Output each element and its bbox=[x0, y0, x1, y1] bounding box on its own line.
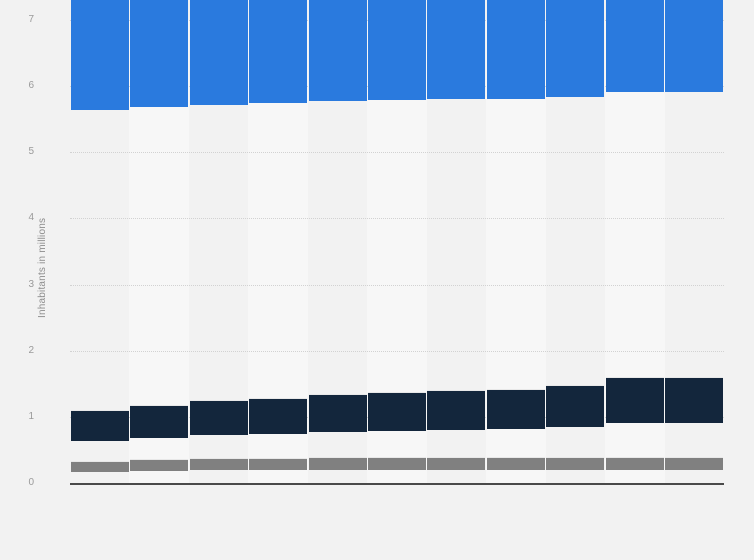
gridline bbox=[70, 284, 724, 286]
bar-segment[interactable] bbox=[308, 456, 367, 470]
bar[interactable] bbox=[546, 0, 605, 483]
bar[interactable] bbox=[665, 0, 724, 483]
bar-segment[interactable] bbox=[130, 459, 189, 472]
bar-segment[interactable] bbox=[546, 0, 605, 97]
bar[interactable] bbox=[605, 0, 664, 483]
bar-segment[interactable] bbox=[665, 456, 724, 470]
bar-segment[interactable] bbox=[605, 456, 664, 470]
bar-segment[interactable] bbox=[130, 404, 189, 439]
y-axis-title: Inhabitants in millions bbox=[37, 217, 48, 318]
gridline bbox=[70, 218, 724, 220]
bar-segment[interactable] bbox=[70, 0, 129, 110]
y-axis-tick-label: 0 bbox=[28, 477, 34, 488]
bar-segment[interactable] bbox=[70, 409, 129, 441]
bar-segment[interactable] bbox=[427, 0, 486, 100]
bar[interactable] bbox=[130, 0, 189, 483]
bar-segment[interactable] bbox=[308, 0, 367, 102]
gridline bbox=[70, 152, 724, 154]
bar-segment[interactable] bbox=[308, 394, 367, 433]
bar[interactable] bbox=[486, 0, 545, 483]
plot-area: 0 1 2 3 4 5 6 7 bbox=[28, 0, 724, 488]
x-axis-line bbox=[70, 483, 724, 485]
bar-segment[interactable] bbox=[486, 0, 545, 99]
bar[interactable] bbox=[249, 0, 308, 483]
bar-segment[interactable] bbox=[368, 391, 426, 431]
bar-segment[interactable] bbox=[249, 457, 308, 471]
bar-segment[interactable] bbox=[665, 0, 724, 93]
bar-segment[interactable] bbox=[486, 456, 545, 470]
y-axis-tick-label: 3 bbox=[28, 278, 34, 290]
bar[interactable] bbox=[308, 0, 367, 483]
bar-segment[interactable] bbox=[189, 457, 248, 471]
bar-segment[interactable] bbox=[70, 460, 129, 472]
bar-segment[interactable] bbox=[546, 385, 605, 428]
bar-segment[interactable] bbox=[249, 0, 308, 104]
bar-segment[interactable] bbox=[189, 400, 248, 436]
y-axis-tick-label: 4 bbox=[28, 212, 34, 224]
bar-segment[interactable] bbox=[189, 0, 248, 105]
bar[interactable] bbox=[189, 0, 248, 483]
y-axis-tick-label: 6 bbox=[28, 80, 34, 92]
bar-segment[interactable] bbox=[665, 377, 724, 424]
bar-segment[interactable] bbox=[546, 456, 605, 470]
bar-segment[interactable] bbox=[368, 456, 426, 470]
bar[interactable] bbox=[70, 0, 129, 483]
bar-segment[interactable] bbox=[427, 456, 486, 470]
bar-segment[interactable] bbox=[486, 389, 545, 430]
bar-segment[interactable] bbox=[605, 0, 664, 93]
y-axis-tick-label: 2 bbox=[28, 344, 34, 356]
y-axis-tick-label: 7 bbox=[28, 14, 34, 25]
y-axis-tick-label: 5 bbox=[28, 146, 34, 158]
bar-segment[interactable] bbox=[427, 390, 486, 431]
bar-segment[interactable] bbox=[368, 0, 426, 101]
bar-segment[interactable] bbox=[605, 377, 664, 424]
bar-segment[interactable] bbox=[249, 397, 308, 435]
bar-segment[interactable] bbox=[130, 0, 189, 108]
bar[interactable] bbox=[368, 0, 426, 483]
y-axis-tick-label: 1 bbox=[28, 410, 34, 422]
bar[interactable] bbox=[427, 0, 486, 483]
gridline bbox=[70, 350, 724, 352]
